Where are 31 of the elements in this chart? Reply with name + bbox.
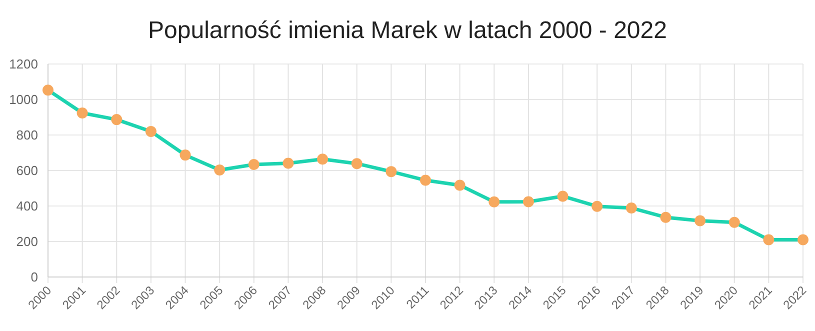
- point: [522, 196, 534, 208]
- y-tick-label: 0: [30, 270, 38, 285]
- point: [248, 158, 260, 170]
- y-tick-label: 1000: [9, 92, 38, 108]
- point: [282, 158, 294, 169]
- y-tick-label: 800: [16, 128, 38, 143]
- point: [626, 202, 637, 214]
- y-tick-label: 600: [16, 163, 38, 178]
- point: [145, 126, 156, 137]
- point: [763, 234, 774, 246]
- point: [488, 196, 500, 208]
- point: [557, 190, 568, 202]
- point: [660, 212, 672, 223]
- y-tick-label: 400: [16, 198, 38, 214]
- chart-title: Popularność imienia Marek w latach 2000 - 2022: [148, 17, 667, 44]
- point: [798, 234, 808, 246]
- point: [317, 154, 328, 165]
- point: [42, 84, 54, 96]
- point: [386, 166, 397, 178]
- point: [420, 174, 431, 186]
- point: [214, 164, 226, 176]
- point: [180, 150, 191, 161]
- point: [111, 114, 122, 126]
- y-tick-label: 1200: [9, 56, 38, 72]
- point: [592, 200, 603, 212]
- y-tick-label: 200: [16, 234, 38, 250]
- point: [454, 180, 466, 191]
- point: [351, 158, 362, 170]
- point: [694, 215, 706, 226]
- point: [728, 216, 740, 228]
- point: [76, 107, 88, 118]
